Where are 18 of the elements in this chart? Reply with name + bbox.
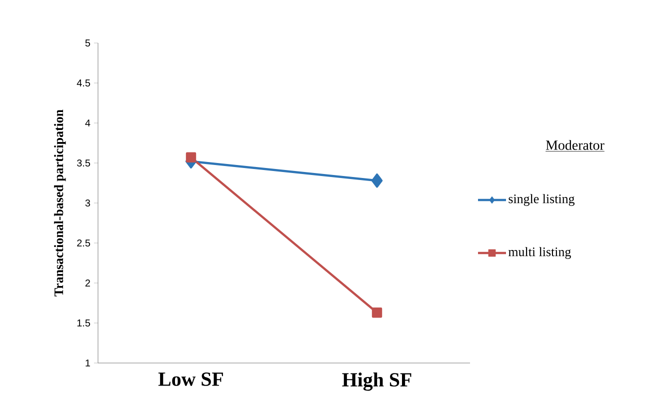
point [371, 174, 383, 188]
point [372, 308, 382, 318]
y-tick-label: 4.5 [76, 80, 90, 86]
y-tick-label: 1 [86, 360, 90, 366]
y-tick-label: 3 [85, 199, 90, 207]
y-axis-title: Transactional-based participation [54, 110, 66, 296]
y-tick-label: 5 [85, 40, 90, 46]
x-tick-label: Low SF [158, 372, 223, 386]
legend-title: Moderator [546, 140, 604, 150]
y-tick-label: 4 [85, 120, 90, 126]
y-tick-label: 3.5 [77, 159, 90, 167]
y-tick-label: 2 [85, 280, 90, 286]
legend-label: multi listing [508, 247, 571, 259]
legend-label: single listing [508, 194, 575, 206]
point [186, 152, 196, 162]
x-tick-label: High SF [342, 372, 412, 391]
y-tick-label: 2.5 [77, 239, 90, 247]
y-tick-label: 1.5 [77, 320, 90, 326]
